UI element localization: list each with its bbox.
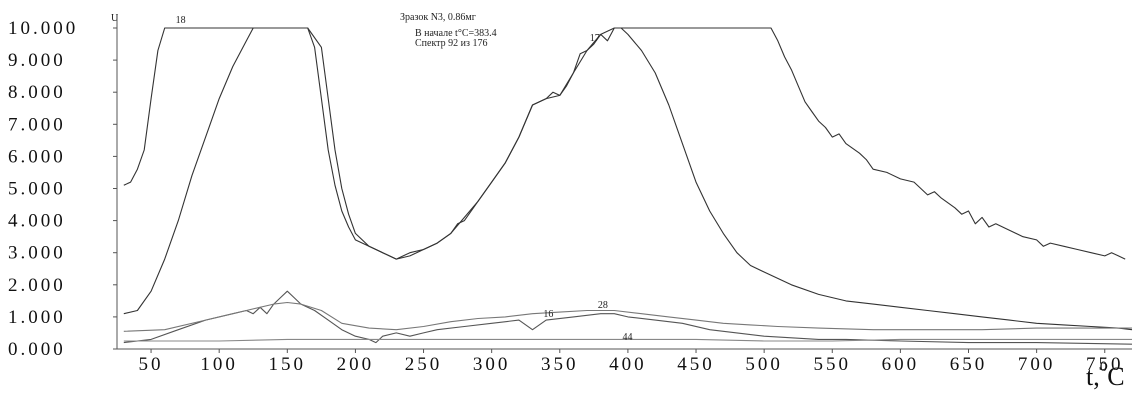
series-line-44 xyxy=(123,338,1132,342)
x-axis-unit-label: t,0C xyxy=(1086,359,1125,392)
series-line-17 xyxy=(123,27,1133,331)
y-tick-label: 2.000 xyxy=(8,275,66,296)
x-tick-label: 700 xyxy=(1018,354,1056,375)
x-tick-label: 350 xyxy=(541,354,579,375)
x-tick-label: 650 xyxy=(950,354,988,375)
y-tick-label: 9.000 xyxy=(8,50,66,71)
x-axis-unit-prefix: t, xyxy=(1086,362,1100,391)
x-tick-label: 750 xyxy=(1086,354,1124,375)
y-tick-label: 8.000 xyxy=(8,82,66,103)
y-tick-label: 0.000 xyxy=(8,339,66,360)
series-label-44: 44 xyxy=(622,332,632,343)
series-line-16 xyxy=(123,290,1133,345)
chart-annotation-start: В начале t°C=383.4 xyxy=(415,28,497,39)
x-axis-unit-symbol: C xyxy=(1107,362,1125,391)
series-line-28 xyxy=(123,301,1132,332)
series-label-17: 17 xyxy=(590,33,600,44)
x-tick-label: 500 xyxy=(745,354,783,375)
series-label-16: 16 xyxy=(543,309,553,320)
chart-labels: 18 17 16 28 44 xyxy=(176,15,633,343)
y-axis-label: U xyxy=(111,13,119,24)
x-tick-label: 250 xyxy=(405,354,443,375)
x-tick-label: 300 xyxy=(473,354,511,375)
y-tick-label: 10.000 xyxy=(8,18,78,39)
x-tick-label: 150 xyxy=(269,354,307,375)
x-tick-label: 450 xyxy=(677,354,715,375)
x-axis-unit-degree: 0 xyxy=(1099,359,1108,376)
y-tick-label: 6.000 xyxy=(8,146,66,167)
chart-annotation-spectrum: Спектр 92 из 176 xyxy=(415,38,487,49)
x-tick-label: 50 xyxy=(139,354,164,375)
x-tick-label: 100 xyxy=(200,354,238,375)
y-tick-label: 5.000 xyxy=(8,179,66,200)
x-tick-label: 600 xyxy=(882,354,920,375)
y-tick-label: 4.000 xyxy=(8,211,66,232)
series-line-18 xyxy=(123,27,1126,260)
y-tick-label: 7.000 xyxy=(8,114,66,135)
y-tick-label: 1.000 xyxy=(8,307,66,328)
series-label-28: 28 xyxy=(598,300,608,311)
x-tick-label: 200 xyxy=(337,354,375,375)
chart-series xyxy=(123,27,1133,345)
chart-title: Зразок N3, 0.86мг xyxy=(400,12,476,23)
x-tick-label: 400 xyxy=(609,354,647,375)
series-label-18: 18 xyxy=(176,15,186,26)
x-tick-label: 550 xyxy=(814,354,852,375)
chart-axes: 0.000 1.000 2.000 3.000 4.000 5.000 6.000 7.000… xyxy=(8,14,1132,375)
y-tick-label: 3.000 xyxy=(8,243,66,264)
